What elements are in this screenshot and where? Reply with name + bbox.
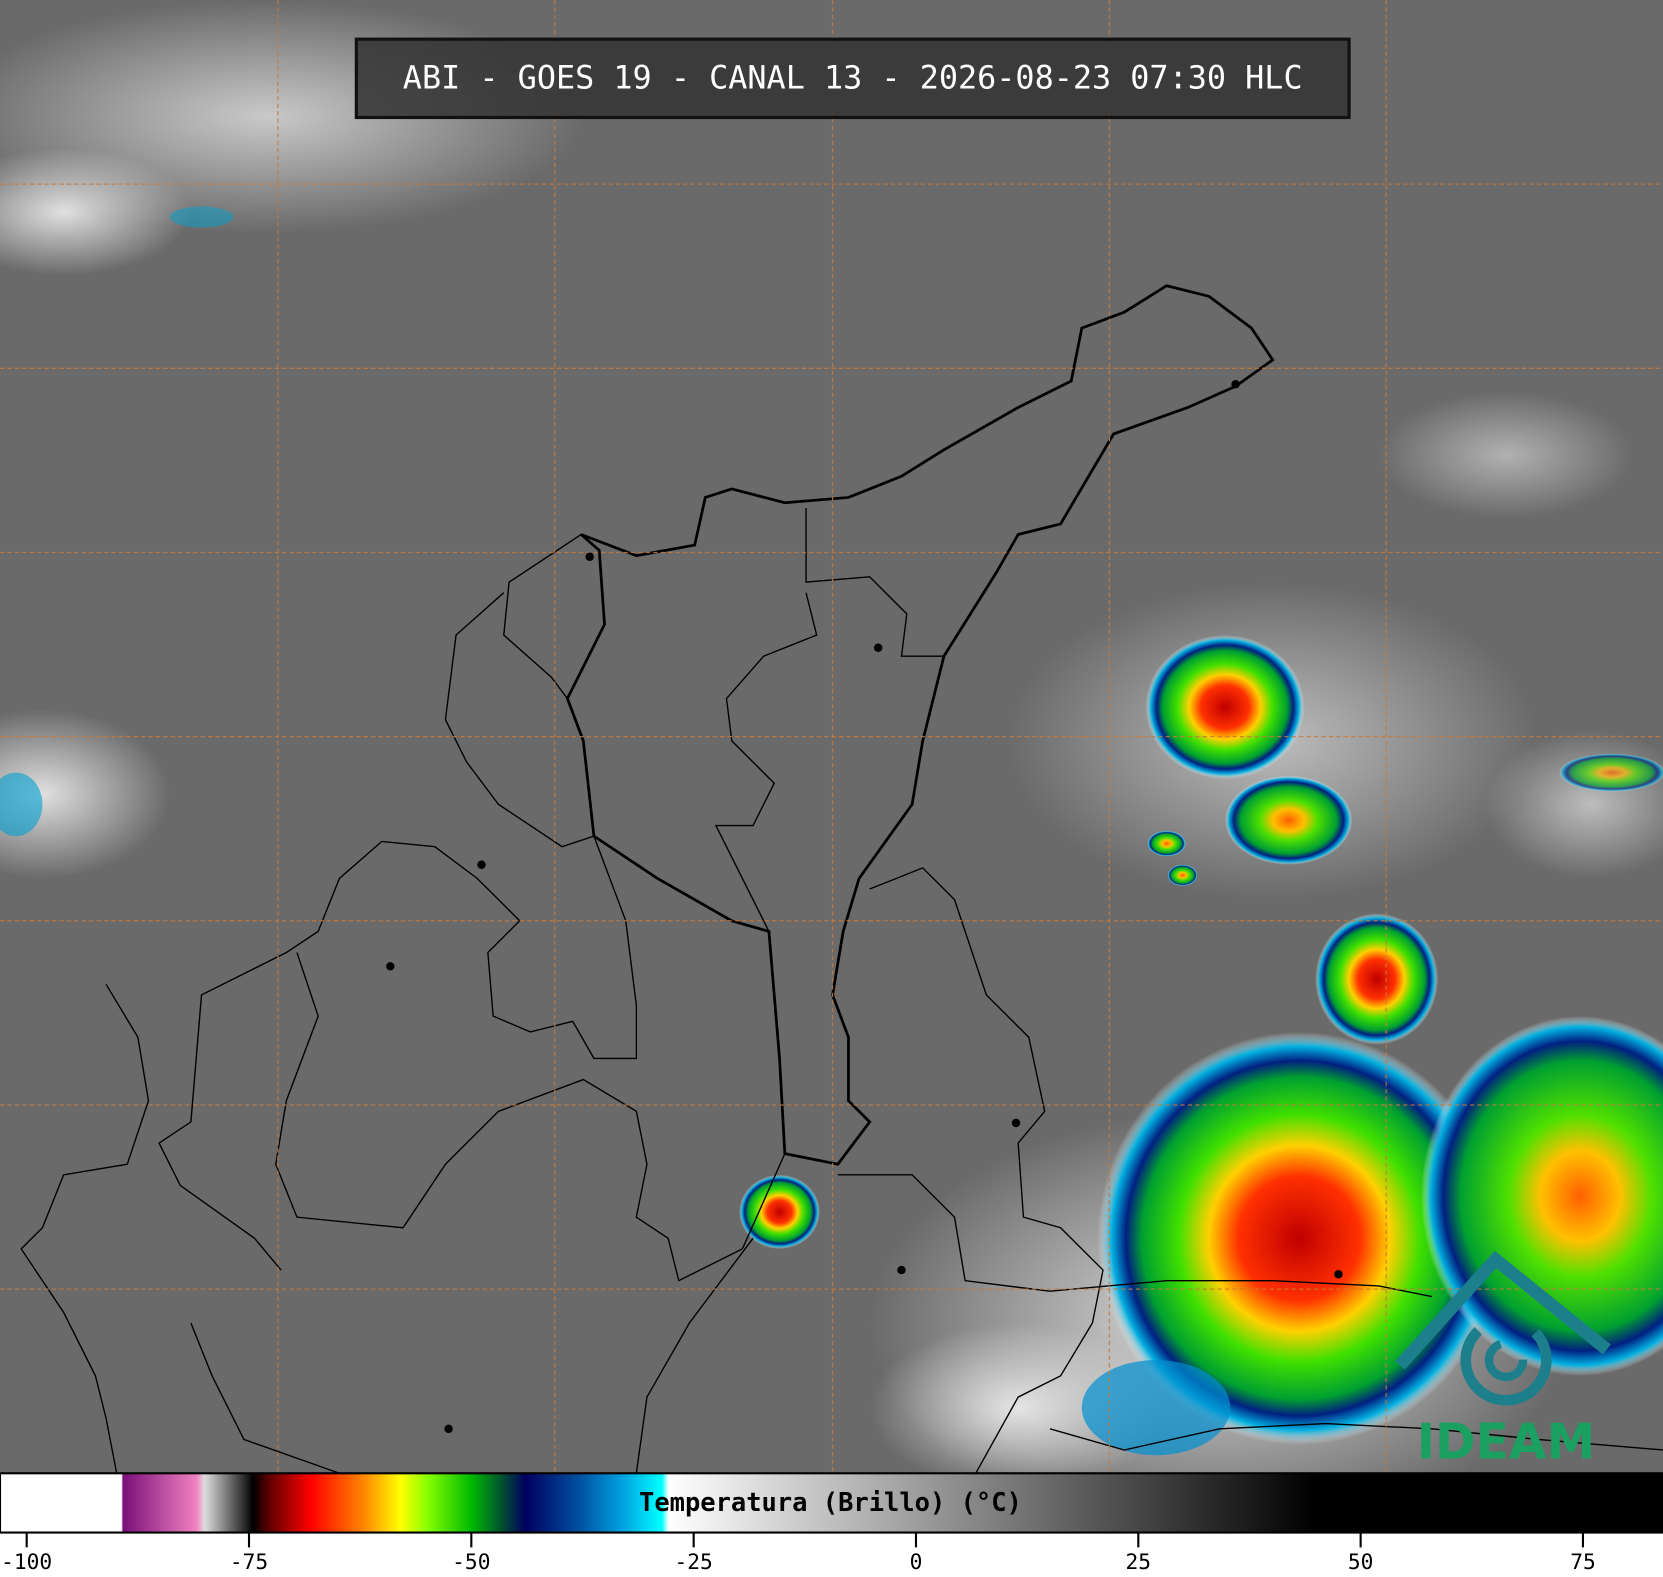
colorbar-tick-label: 75 — [1570, 1549, 1596, 1574]
title-box: ABI - GOES 19 - CANAL 13 - 2026-08-23 07… — [354, 37, 1351, 120]
colorbar: Temperatura (Brillo) (°C) -100 -75 -50 -25 0… — [0, 1472, 1663, 1574]
colorbar-tick-label: 0 — [910, 1549, 923, 1574]
logo: IDEAM — [1395, 1250, 1611, 1471]
colorbar-tick-label: 25 — [1126, 1549, 1152, 1574]
colorbar-tick-label: -100 — [1, 1549, 52, 1574]
lat-lon-grid — [0, 0, 1663, 1474]
colorbar-tick-label: -25 — [675, 1549, 713, 1574]
colorbar-tick-label: 50 — [1348, 1549, 1374, 1574]
logo-text: IDEAM — [1417, 1415, 1595, 1471]
colorbar-tick-label: -75 — [230, 1549, 268, 1574]
colorbar-tick-label: -50 — [452, 1549, 490, 1574]
colorbar-label: Temperatura (Brillo) (°C) — [639, 1487, 1022, 1517]
cities — [386, 379, 1343, 1434]
borders — [20, 284, 1663, 1474]
title: ABI - GOES 19 - CANAL 13 - 2026-08-23 07… — [403, 60, 1303, 96]
satellite-image — [0, 0, 1663, 1535]
